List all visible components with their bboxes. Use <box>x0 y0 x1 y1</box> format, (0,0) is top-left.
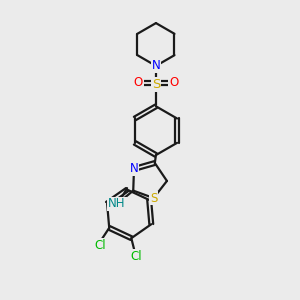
Text: Cl: Cl <box>131 250 142 263</box>
Text: N: N <box>152 59 160 72</box>
Text: S: S <box>152 78 160 91</box>
Text: O: O <box>169 76 178 89</box>
Text: O: O <box>134 76 143 89</box>
Text: NH: NH <box>108 197 126 211</box>
Text: Cl: Cl <box>94 239 106 252</box>
Text: N: N <box>130 163 138 176</box>
Text: S: S <box>150 191 157 205</box>
